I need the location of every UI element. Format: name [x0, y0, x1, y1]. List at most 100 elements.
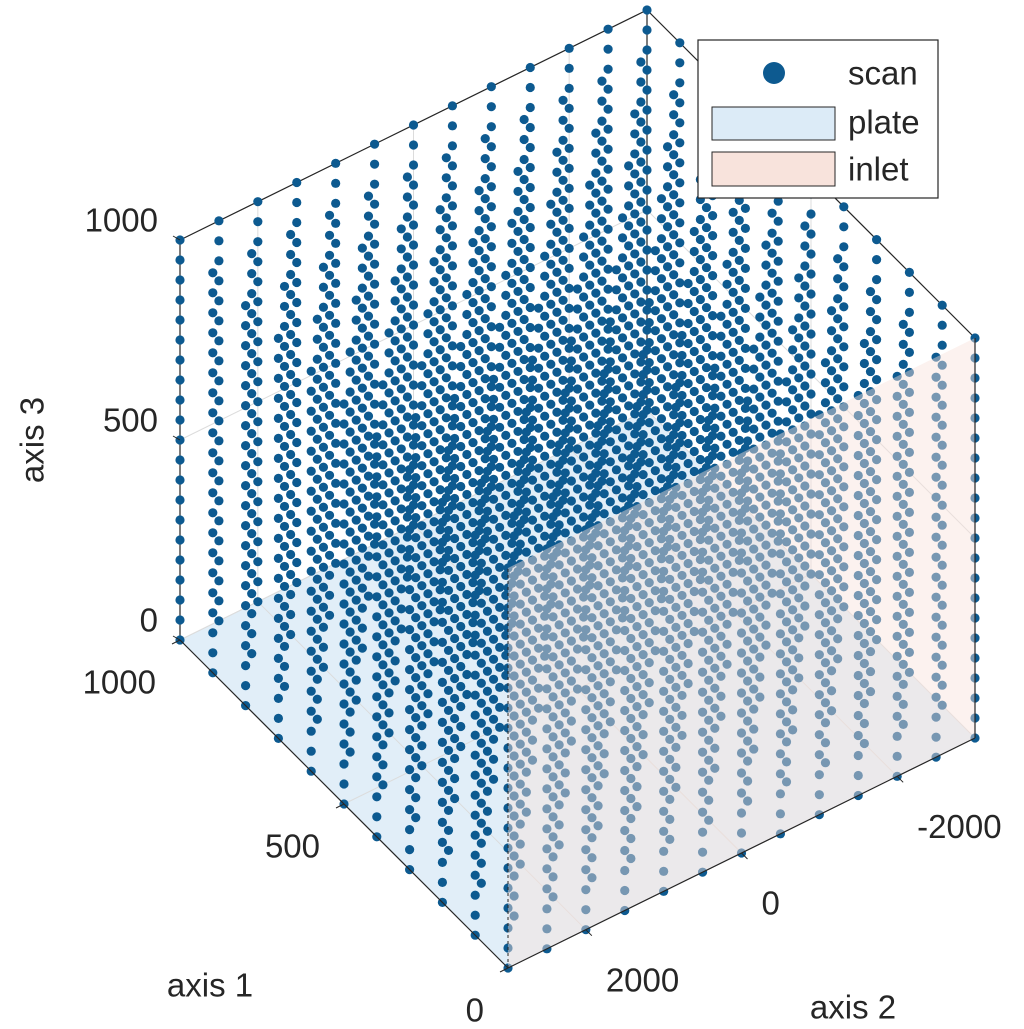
scan-point: [833, 434, 843, 444]
scan-point: [788, 665, 798, 675]
scan-point: [312, 654, 322, 664]
scan-point: [548, 692, 558, 702]
scan-point: [626, 513, 636, 524]
scan-point: [872, 615, 882, 625]
scan-point: [638, 750, 648, 760]
scan-point: [931, 412, 941, 422]
scan-point: [704, 635, 714, 645]
scan-point: [617, 293, 628, 303]
scan-point: [904, 627, 915, 638]
scan-point: [626, 473, 636, 484]
scan-point: [558, 255, 568, 265]
scan-point: [636, 357, 646, 367]
scan-point: [728, 587, 738, 597]
scan-point: [411, 713, 421, 723]
scan-point: [402, 372, 412, 382]
scan-point: [671, 422, 681, 432]
scan-point: [247, 429, 257, 439]
scan-point: [548, 832, 558, 842]
scan-point: [591, 328, 601, 338]
scan-point: [482, 646, 493, 656]
scan-point: [286, 289, 296, 300]
scan-point: [814, 410, 824, 420]
scan-point: [402, 332, 412, 342]
scan-point: [872, 315, 882, 325]
scan-point: [437, 857, 447, 868]
scan-point: [339, 719, 349, 729]
scan-point: [405, 765, 415, 775]
scan-point: [675, 298, 685, 308]
scan-point: [806, 489, 816, 499]
scan-point: [450, 573, 460, 584]
scan-point: [697, 547, 708, 557]
scan-point: [638, 470, 648, 480]
scan-point: [533, 443, 544, 453]
scan-point: [728, 287, 738, 297]
scan-point: [937, 420, 947, 430]
scan-point: [417, 761, 427, 771]
scan-point: [579, 452, 589, 462]
scan-point: [345, 487, 355, 497]
scan-point: [482, 606, 493, 616]
scan-point: [572, 444, 583, 454]
scan-point: [898, 399, 908, 409]
scan-point: [626, 493, 636, 504]
scan-point: [273, 653, 283, 664]
scan-point: [402, 292, 412, 302]
scan-point: [642, 185, 652, 195]
scan-point: [716, 631, 726, 641]
scan-point: [525, 182, 535, 193]
scan-point: [638, 670, 648, 680]
scan-point: [775, 509, 786, 519]
scan-point: [859, 558, 869, 569]
scan-point: [363, 511, 374, 521]
scan-point: [593, 741, 603, 751]
scan-point: [689, 306, 699, 317]
scan-point: [775, 449, 786, 459]
scan-point: [468, 377, 478, 388]
scan-point: [521, 587, 531, 597]
scan-point: [369, 239, 380, 249]
scan-point: [669, 170, 679, 180]
scan-point: [372, 812, 382, 822]
scan-point: [630, 149, 640, 159]
scan-point: [722, 459, 732, 469]
scan-point: [671, 502, 681, 512]
scan-point: [853, 410, 863, 421]
scan-point: [697, 467, 708, 477]
scan-point: [617, 593, 628, 603]
scan-point: [411, 453, 421, 463]
scan-point: [704, 495, 714, 505]
scan-point: [429, 277, 439, 287]
scan-point: [501, 270, 511, 280]
scan-point: [626, 753, 636, 764]
scan-point: [558, 215, 568, 225]
scan-point: [642, 265, 652, 275]
scan-point: [486, 402, 496, 412]
scan-point: [441, 173, 451, 183]
scan-point: [587, 473, 597, 483]
scan-point: [611, 305, 622, 315]
scan-point: [675, 158, 685, 168]
scan-point: [241, 341, 251, 351]
scan-point: [525, 302, 535, 313]
scan-point: [624, 461, 634, 471]
scan-point: [572, 584, 583, 594]
scan-point: [447, 221, 458, 231]
scan-point: [581, 845, 591, 855]
scan-point: [318, 562, 329, 572]
scan-point: [638, 509, 648, 520]
scan-point: [175, 455, 185, 465]
scan-point: [247, 249, 257, 259]
scan-point: [736, 808, 747, 818]
scan-point: [814, 450, 824, 460]
scan-point: [734, 455, 744, 465]
scan-point: [286, 449, 296, 460]
scan-point: [513, 326, 523, 337]
scan-point: [495, 582, 505, 592]
scan-point: [306, 666, 316, 676]
scan-point: [443, 465, 454, 476]
scan-point: [306, 566, 316, 576]
scan-point: [581, 585, 591, 595]
scan-point: [675, 238, 685, 248]
